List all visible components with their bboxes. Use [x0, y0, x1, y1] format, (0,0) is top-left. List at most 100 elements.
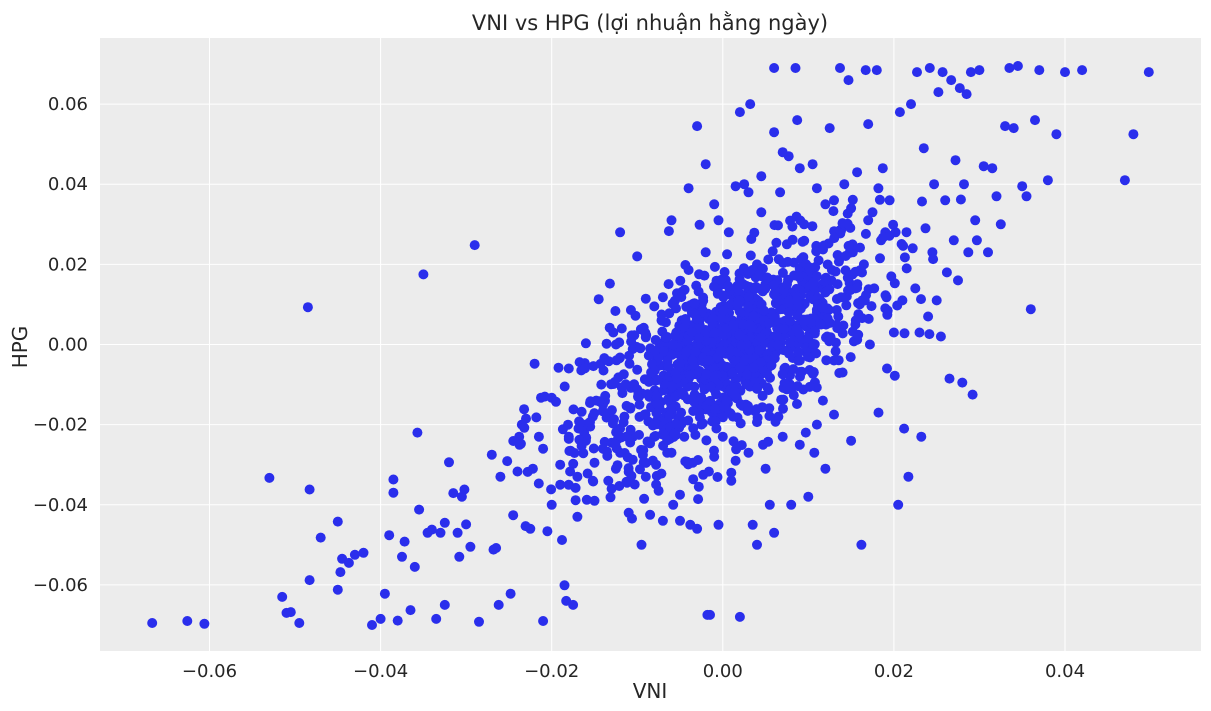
scatter-point: [502, 456, 513, 467]
scatter-point: [546, 484, 557, 495]
scatter-point: [764, 411, 775, 421]
scatter-point: [557, 535, 567, 545]
scatter-point: [519, 422, 530, 433]
scatter-point: [656, 468, 667, 479]
scatter-point: [718, 305, 728, 316]
scatter-point: [866, 301, 877, 312]
scatter-point: [760, 463, 771, 474]
scatter-point: [418, 269, 429, 280]
scatter-point: [875, 253, 885, 264]
scatter-point: [1008, 123, 1019, 134]
scatter-point: [751, 281, 761, 292]
scatter-point: [778, 258, 789, 268]
scatter-point: [650, 431, 661, 441]
scatter-point: [843, 75, 854, 86]
chart-title: VNI vs HPG (lợi nhuận hằng ngày): [472, 11, 828, 35]
y-tick-label: 0.02: [48, 254, 88, 275]
scatter-point: [572, 471, 583, 482]
scatter-point: [521, 413, 531, 424]
scatter-point: [940, 195, 951, 206]
scatter-point: [850, 266, 861, 277]
scatter-point: [388, 474, 399, 485]
scatter-point: [603, 475, 614, 486]
scatter-point: [864, 339, 875, 350]
scatter-point: [435, 527, 446, 538]
scatter-point: [705, 395, 716, 406]
scatter-point: [928, 254, 939, 265]
scatter-point: [762, 382, 773, 393]
scatter-point: [493, 599, 504, 610]
scatter-point: [409, 561, 420, 572]
scatter-point: [689, 298, 700, 309]
scatter-point: [786, 499, 797, 510]
scatter-point: [657, 515, 668, 526]
scatter-point: [830, 346, 841, 357]
scatter-point: [669, 331, 680, 342]
scatter-point: [877, 163, 888, 174]
scatter-point: [860, 228, 871, 239]
scatter-point: [729, 386, 740, 397]
scatter-point: [1021, 191, 1032, 202]
scatter-point: [760, 283, 771, 294]
scatter-point: [957, 377, 968, 388]
scatter-point: [634, 429, 644, 440]
scatter-point: [606, 483, 617, 494]
scatter-point: [842, 272, 853, 283]
scatter-point: [676, 387, 687, 398]
scatter-point: [955, 194, 966, 205]
scatter-point: [651, 408, 662, 418]
scatter-point: [469, 240, 480, 251]
scatter-point: [757, 390, 768, 401]
scatter-point: [602, 446, 612, 457]
scatter-point: [700, 247, 711, 258]
scatter-point: [995, 219, 1006, 230]
scatter-point: [609, 377, 620, 387]
scatter-point: [839, 179, 850, 190]
scatter-point: [610, 439, 621, 450]
scatter-point: [974, 65, 985, 76]
scatter-point: [846, 435, 857, 446]
scatter-point: [606, 405, 617, 416]
scatter-point: [696, 392, 707, 403]
scatter-point: [625, 305, 636, 315]
scatter-point: [426, 524, 437, 535]
y-tick-label: −0.02: [33, 415, 88, 436]
scatter-point: [574, 434, 585, 445]
scatter-point: [784, 295, 795, 306]
scatter-point: [626, 336, 637, 347]
scatter-point: [690, 429, 701, 440]
scatter-point: [817, 395, 828, 406]
scatter-point: [1128, 129, 1139, 140]
scatter-point: [763, 254, 774, 265]
scatter-point: [663, 226, 674, 237]
scatter-point: [533, 478, 544, 489]
scatter-point: [873, 183, 884, 194]
scatter-point: [917, 196, 927, 207]
scatter-point: [705, 609, 715, 620]
scatter-point: [651, 419, 662, 430]
scatter-point: [349, 549, 360, 560]
scatter-point: [636, 539, 647, 550]
scatter-point: [627, 513, 637, 524]
scatter-point: [603, 356, 614, 367]
scatter-point: [762, 272, 773, 283]
scatter-point: [588, 443, 599, 454]
scatter-point: [182, 616, 193, 626]
scatter-point: [570, 495, 581, 506]
scatter-point: [916, 294, 926, 305]
scatter-point: [199, 618, 210, 629]
scatter-point: [412, 427, 423, 438]
scatter-point: [448, 488, 459, 499]
scatter-point: [680, 456, 691, 467]
scatter-point: [713, 215, 724, 226]
scatter-point: [531, 412, 542, 423]
scatter-point: [769, 353, 780, 364]
scatter-point: [625, 402, 636, 413]
scatter-point: [863, 119, 874, 130]
scatter-point: [668, 499, 679, 510]
scatter-point: [624, 350, 635, 361]
scatter-point: [754, 269, 765, 280]
scatter-point: [758, 305, 769, 316]
scatter-point: [666, 447, 677, 458]
scatter-point: [847, 194, 858, 205]
